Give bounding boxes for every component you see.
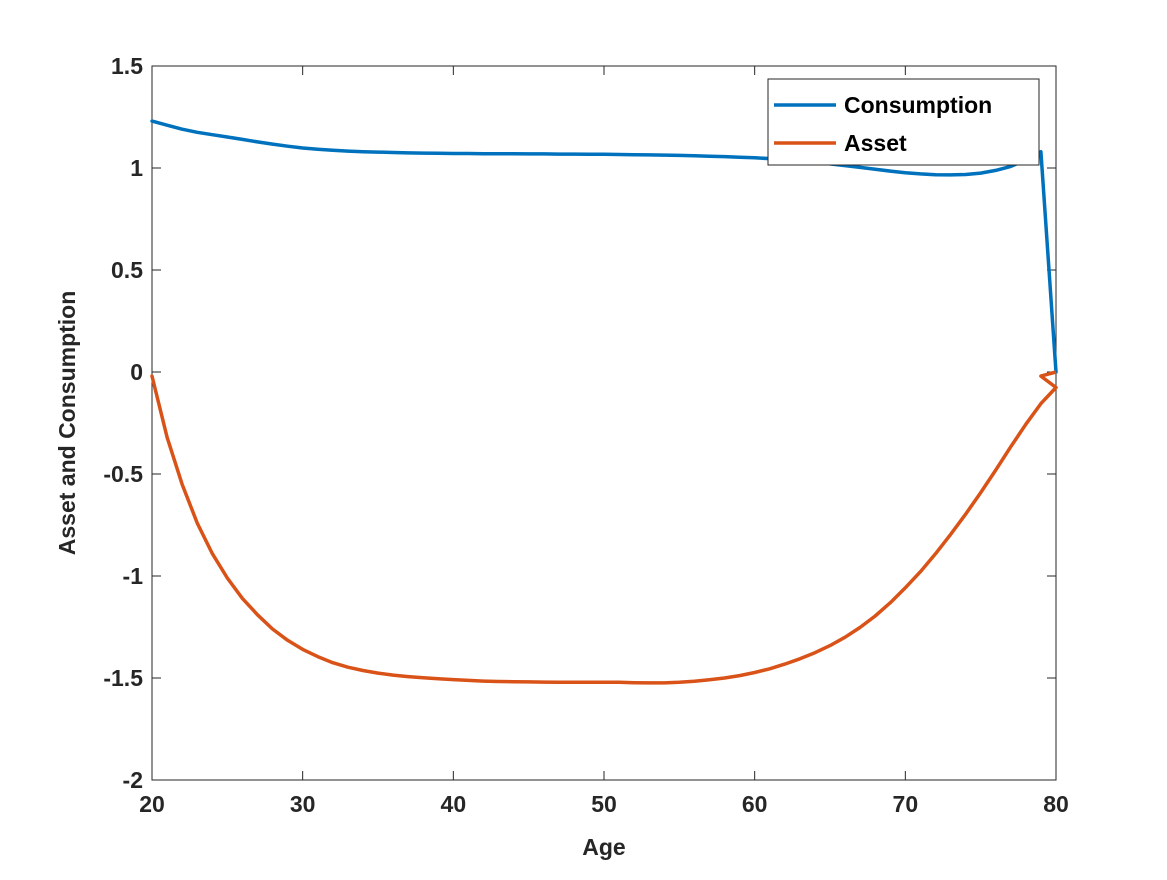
legend-label-asset: Asset <box>844 130 907 156</box>
y-tick-label: 0 <box>130 359 143 385</box>
y-axis-title: Asset and Consumption <box>54 291 80 556</box>
y-tick-label: 1 <box>130 155 143 181</box>
x-tick-label: 50 <box>591 791 617 817</box>
x-tick-label: 80 <box>1043 791 1069 817</box>
axes-box <box>151 65 1057 781</box>
series-line-asset-end <box>1039 370 1058 389</box>
x-tick-label: 30 <box>290 791 316 817</box>
y-tick-label: -1.5 <box>103 665 143 691</box>
x-tick-label: 40 <box>441 791 467 817</box>
y-tick-label: -0.5 <box>103 461 143 487</box>
y-tick-label: 1.5 <box>111 53 143 79</box>
y-tick-label: -2 <box>123 767 143 793</box>
y-tick-label: 0.5 <box>111 257 143 283</box>
plot-area: 20 30 40 50 60 70 80 1.5 1 0.5 0 -0.5 -1 -1.5 -2 <box>103 53 1068 817</box>
y-tick-label: -1 <box>123 563 144 589</box>
x-tick-label: 60 <box>742 791 768 817</box>
legend: Consumption Asset <box>767 78 1040 166</box>
x-tick-label: 20 <box>139 791 165 817</box>
x-axis-title: Age <box>582 834 625 860</box>
x-tick-label: 70 <box>893 791 919 817</box>
series-line-consumption <box>150 119 1058 374</box>
legend-label-consumption: Consumption <box>844 92 992 118</box>
legend-box <box>767 78 1040 166</box>
series-line-asset <box>150 374 1058 685</box>
